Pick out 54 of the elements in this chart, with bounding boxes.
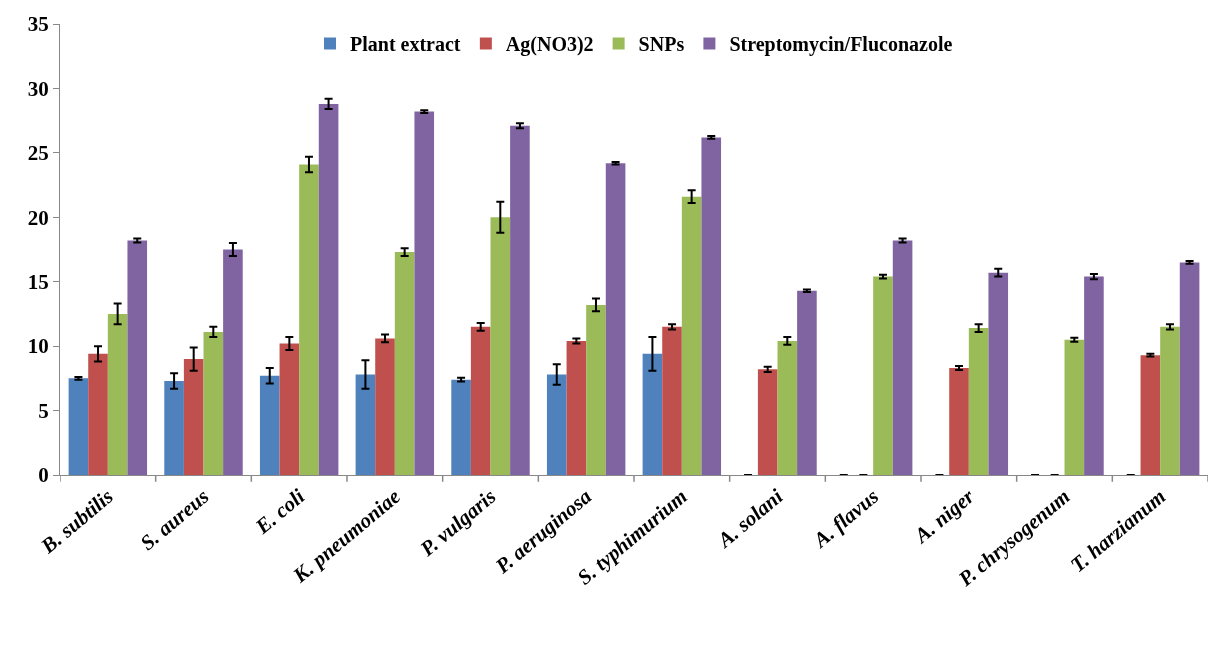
bar xyxy=(127,240,148,475)
bar xyxy=(586,304,606,475)
bar xyxy=(566,340,587,475)
bar xyxy=(757,369,778,475)
bar xyxy=(988,272,1009,475)
legend-label: Streptomycin/Fluconazole xyxy=(729,33,953,57)
bar xyxy=(259,375,280,475)
bar xyxy=(318,103,339,475)
y-tick-label: 0 xyxy=(38,463,49,488)
bar xyxy=(892,240,913,475)
bar xyxy=(1179,262,1200,475)
y-tick-label: 10 xyxy=(27,334,49,359)
bar xyxy=(797,290,817,475)
bar xyxy=(642,353,663,475)
bar xyxy=(605,163,626,475)
bar xyxy=(681,196,702,475)
y-tick-label: 25 xyxy=(27,141,49,166)
bar xyxy=(394,252,415,475)
bar xyxy=(1160,326,1180,475)
y-tick-label: 15 xyxy=(27,270,49,295)
bar xyxy=(183,359,204,475)
y-tick-label: 5 xyxy=(38,398,49,423)
legend-label: SNPs xyxy=(638,33,685,56)
y-tick-label: 30 xyxy=(27,76,49,101)
bar xyxy=(414,111,435,475)
bar xyxy=(1084,276,1104,475)
bar xyxy=(546,374,567,475)
bar xyxy=(662,326,682,475)
bar xyxy=(968,328,989,475)
bar xyxy=(279,343,300,475)
bar xyxy=(88,353,108,475)
y-tick-label: 20 xyxy=(27,205,49,230)
bar xyxy=(490,217,511,475)
bar xyxy=(223,249,243,475)
bar xyxy=(451,379,471,475)
bar xyxy=(510,125,530,475)
bar xyxy=(107,313,128,475)
bar xyxy=(299,164,319,475)
bar xyxy=(873,276,893,475)
bar xyxy=(375,338,395,475)
bar xyxy=(701,137,722,475)
bar xyxy=(777,340,798,475)
bar xyxy=(164,380,184,475)
legend-label: Ag(NO3)2 xyxy=(505,33,594,57)
y-tick-label: 35 xyxy=(27,12,49,37)
bar xyxy=(470,326,491,475)
legend-label: Plant extract xyxy=(350,33,461,56)
bar xyxy=(355,374,376,475)
bar xyxy=(68,378,89,475)
bar xyxy=(1140,355,1161,475)
x-tick-label: E. coli xyxy=(250,484,310,540)
bar xyxy=(949,368,969,475)
bar xyxy=(1064,339,1085,475)
bar xyxy=(203,331,224,475)
